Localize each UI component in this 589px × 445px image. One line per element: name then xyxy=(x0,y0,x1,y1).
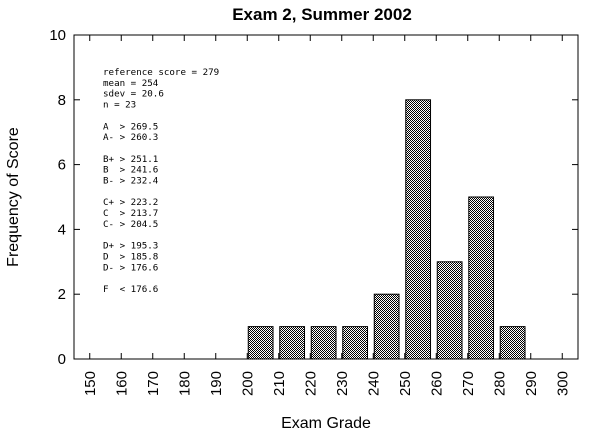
x-tick-label: 230 xyxy=(334,371,351,396)
y-tick-label: 2 xyxy=(58,286,66,303)
stats-line: mean = 254 xyxy=(103,78,159,89)
x-axis-label: Exam Grade xyxy=(281,415,371,432)
bar-240 xyxy=(373,293,400,360)
x-tick-label: 220 xyxy=(302,371,319,396)
y-axis-label: Frequency of Score xyxy=(5,127,22,267)
stats-line: A > 269.5 xyxy=(103,121,158,132)
bar-200 xyxy=(247,326,274,360)
bar-210 xyxy=(279,326,306,360)
y-tick-label: 10 xyxy=(49,27,66,44)
bar-260 xyxy=(436,261,463,360)
y-axis: 0 2 4 6 8 10 xyxy=(49,27,578,368)
y-tick-label: 8 xyxy=(58,92,66,109)
stats-line: B- > 232.4 xyxy=(103,176,159,187)
x-tick-label: 280 xyxy=(491,371,508,396)
x-tick-label: 190 xyxy=(208,371,225,396)
x-tick-label: 240 xyxy=(365,371,382,396)
x-tick-label: 180 xyxy=(176,371,193,396)
x-tick-label: 200 xyxy=(239,371,256,396)
stats-line: D > 185.8 xyxy=(103,251,158,262)
x-tick-label: 250 xyxy=(397,371,414,396)
x-tick-label: 290 xyxy=(523,371,540,396)
y-tick-label: 4 xyxy=(58,221,66,238)
stats-line: A- > 260.3 xyxy=(103,132,158,143)
x-tick-label: 160 xyxy=(113,371,130,396)
bars-group xyxy=(247,99,526,360)
bar-220 xyxy=(310,326,337,360)
stats-line: reference score = 279 xyxy=(103,67,219,78)
stats-line: C+ > 223.2 xyxy=(103,197,158,208)
stats-line: C- > 204.5 xyxy=(103,219,158,230)
stats-line: sdev = 20.6 xyxy=(103,89,164,100)
x-axis: 150 160 170 180 190 200 210 220 230 240 250 260 270 2… xyxy=(82,35,571,396)
stats-line: n = 23 xyxy=(103,100,136,111)
stats-line: D- > 176.6 xyxy=(103,262,158,273)
bar-270 xyxy=(468,196,495,360)
x-tick-label: 270 xyxy=(460,371,477,396)
y-tick-label: 0 xyxy=(58,351,66,368)
stats-line: B+ > 251.1 xyxy=(103,154,158,165)
y-tick-label: 6 xyxy=(58,157,66,174)
stats-line: B > 241.6 xyxy=(103,165,158,176)
stats-line: F < 176.6 xyxy=(103,284,158,295)
bar-280 xyxy=(499,326,526,360)
x-tick-label: 170 xyxy=(145,371,162,396)
bar-250 xyxy=(405,99,432,360)
x-tick-label: 150 xyxy=(82,371,99,396)
x-tick-label: 300 xyxy=(554,371,571,396)
stats-line: D+ > 195.3 xyxy=(103,241,158,252)
x-tick-label: 210 xyxy=(271,371,288,396)
x-tick-label: 260 xyxy=(428,371,445,396)
bar-230 xyxy=(342,326,369,360)
chart-title: Exam 2, Summer 2002 xyxy=(232,5,412,24)
stats-line: C > 213.7 xyxy=(103,208,158,219)
